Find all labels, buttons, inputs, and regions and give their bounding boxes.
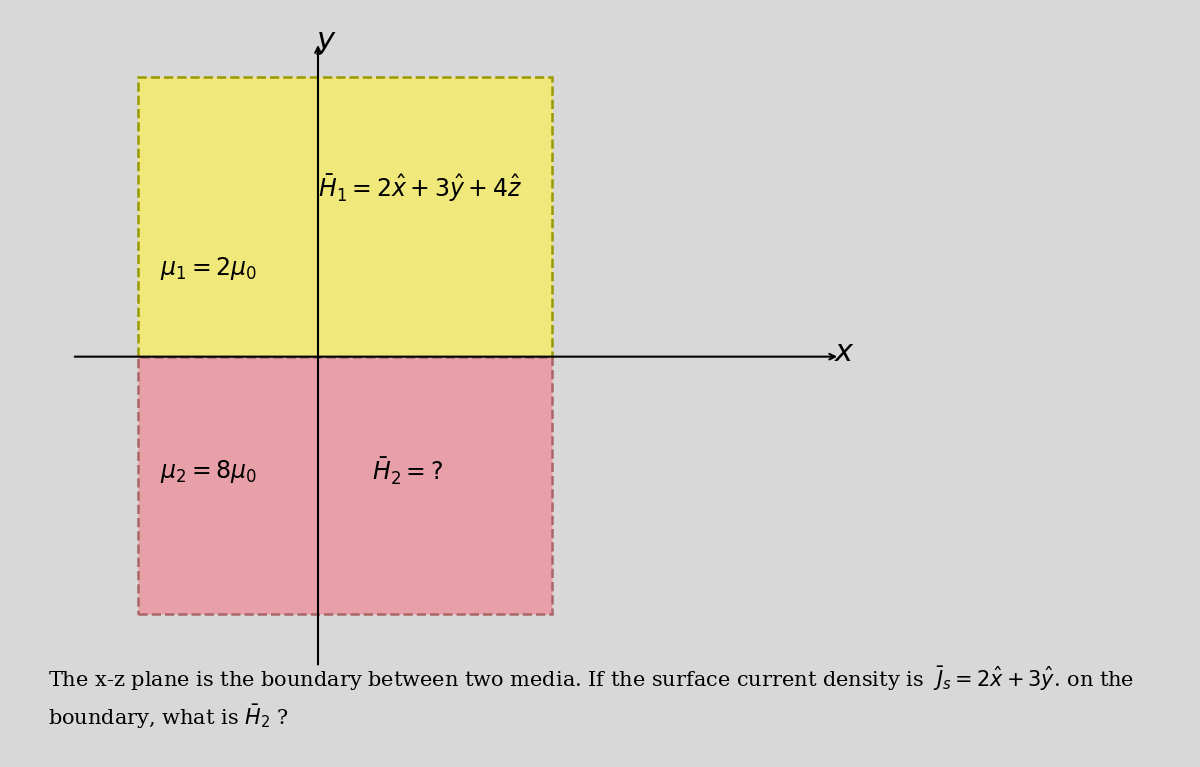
Bar bbox=[138, 357, 552, 614]
Text: The x-z plane is the boundary between two media. If the surface current density : The x-z plane is the boundary between tw… bbox=[48, 665, 1134, 693]
Text: $x$: $x$ bbox=[834, 338, 856, 367]
Text: $\bar{H}_1 = 2\hat{x}+3\hat{y}+4\hat{z}$: $\bar{H}_1 = 2\hat{x}+3\hat{y}+4\hat{z}$ bbox=[318, 172, 522, 204]
Text: $y$: $y$ bbox=[316, 28, 337, 57]
Text: $\mu_1 = 2\mu_0$: $\mu_1 = 2\mu_0$ bbox=[160, 255, 257, 282]
Text: $\bar{H}_2 = ?$: $\bar{H}_2 = ?$ bbox=[372, 456, 443, 487]
Text: $\mu_2 = 8\mu_0$: $\mu_2 = 8\mu_0$ bbox=[160, 458, 257, 486]
Text: boundary, what is $\bar{H}_2$ ?: boundary, what is $\bar{H}_2$ ? bbox=[48, 703, 289, 731]
Bar bbox=[138, 77, 552, 357]
